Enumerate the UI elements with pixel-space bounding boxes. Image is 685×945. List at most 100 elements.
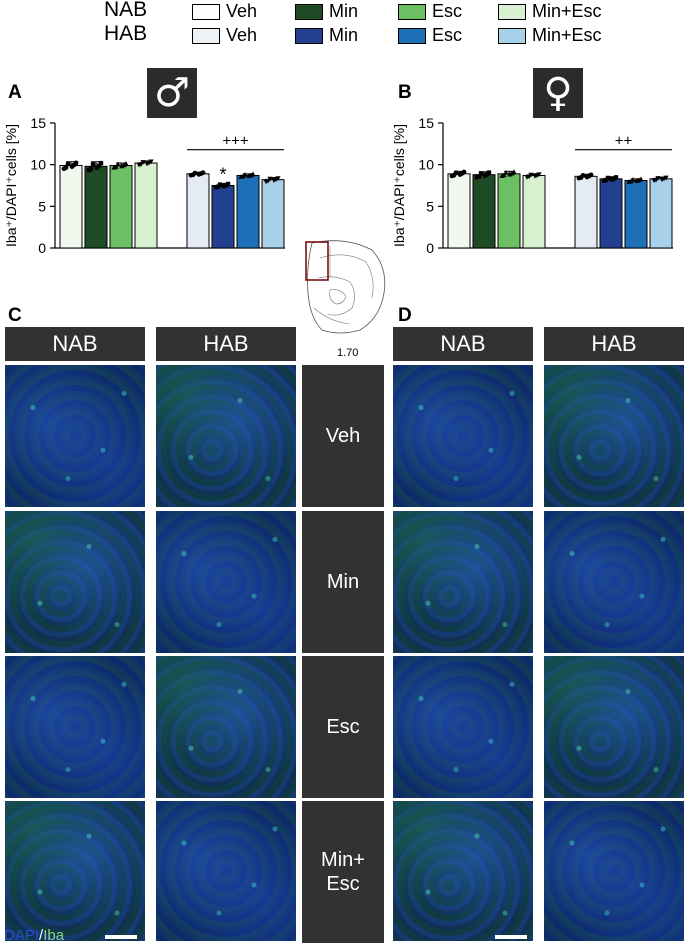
chart-panel-b: 0 5 10 15 Iba⁺/DAPI⁺cells [%] ++ [391, 115, 673, 256]
micrograph-c-nab-min-esc [5, 801, 145, 941]
data-point [653, 177, 659, 183]
legend-label: Min [329, 25, 359, 45]
micrograph-d-hab-esc [544, 656, 684, 798]
legend-label: Min+Esc [532, 1, 602, 21]
bar-nab-veh [59, 165, 83, 249]
legend-swatch [295, 28, 323, 44]
panel-letter-c: C [8, 305, 22, 326]
legend-label: Min+Esc [532, 25, 602, 45]
stain-label: DAPI/Iba [4, 927, 64, 944]
y-tick-label: 0 [38, 240, 46, 256]
brain-atlas-diagram [305, 240, 386, 334]
micrograph-d-hab-min [544, 511, 684, 653]
data-point [115, 161, 121, 167]
female-symbol-icon: ♀ [533, 68, 583, 118]
data-point [273, 177, 279, 183]
micrograph-d-hab-min-esc [544, 801, 684, 941]
y-axis-label: Iba⁺/DAPI⁺cells [%] [3, 124, 19, 247]
legend-label: Veh [226, 1, 258, 21]
row-label-min: Min [302, 511, 384, 653]
data-point [90, 162, 96, 167]
data-point [586, 173, 592, 179]
data-point [628, 178, 634, 184]
bar-nab-min-esc [134, 162, 158, 249]
header-c-hab: HAB [156, 327, 296, 361]
y-tick-label: 15 [418, 115, 434, 131]
data-point [603, 177, 609, 183]
micrograph-d-nab-min [393, 511, 533, 653]
data-point [578, 175, 584, 180]
data-point [113, 164, 119, 169]
bar-hab-min-esc [261, 179, 285, 249]
data-point [478, 171, 484, 176]
legend-label: Min [329, 1, 359, 21]
micrograph-c-hab-min [156, 511, 296, 653]
data-point [265, 178, 271, 184]
y-tick-label: 5 [426, 198, 434, 214]
legend-swatch [498, 28, 526, 44]
data-point [636, 177, 642, 183]
legend-swatch [295, 4, 323, 20]
header-d-nab: NAB [393, 327, 533, 361]
data-point [98, 160, 104, 166]
data-point [71, 162, 77, 168]
bar-hab-veh [186, 173, 210, 249]
bar-nab-min [84, 165, 108, 249]
data-point [611, 176, 617, 181]
micrograph-c-hab-veh [156, 365, 296, 507]
stain-label-sep: / [39, 927, 44, 944]
significance-label: ++ [615, 133, 633, 150]
legend-group-nab-label: NAB [104, 0, 148, 21]
male-symbol-icon: ♂ [147, 68, 197, 118]
significance-label: +++ [222, 133, 249, 150]
legend-swatch [192, 4, 220, 20]
micrograph-c-nab-veh [5, 365, 145, 507]
scale-bar-d [495, 935, 527, 939]
bar-hab-veh [574, 175, 598, 249]
bar-nab-esc [497, 173, 521, 249]
y-tick-label: 5 [38, 198, 46, 214]
data-point [223, 183, 229, 188]
data-point [215, 184, 221, 189]
y-tick-label: 15 [30, 115, 46, 131]
micrograph-c-hab-min-esc [156, 801, 296, 941]
data-point [248, 172, 254, 178]
data-point [534, 173, 540, 179]
data-point [198, 171, 204, 176]
data-point [88, 166, 94, 172]
data-point [526, 174, 532, 180]
legend-swatch [498, 4, 526, 20]
data-point [509, 170, 515, 176]
data-point [190, 172, 196, 178]
bar-hab-esc [236, 175, 260, 249]
legend-label: Esc [432, 1, 463, 21]
data-point [501, 172, 507, 178]
data-point [96, 163, 102, 168]
legend-label: Esc [432, 25, 463, 45]
legend-group-hab-label: HAB [104, 22, 148, 45]
micrograph-d-hab-veh [544, 365, 684, 507]
data-point [121, 162, 127, 168]
bar-nab-esc [109, 165, 133, 249]
legend-label: Veh [226, 25, 258, 45]
bar-hab-esc [624, 180, 648, 249]
bar-hab-min [211, 185, 235, 249]
stain-label-iba: Iba [43, 927, 65, 944]
header-d-hab: HAB [544, 327, 684, 361]
micrograph-c-nab-esc [5, 656, 145, 798]
y-tick-label: 0 [426, 240, 434, 256]
data-point [503, 169, 509, 175]
data-point [459, 171, 465, 176]
data-point [63, 165, 69, 170]
row-label-veh: Veh [302, 365, 384, 507]
row-label-min-esc: Min+ Esc [302, 801, 384, 943]
bar-nab-min [472, 174, 496, 249]
data-point [240, 173, 246, 179]
chart-panel-a: 0 5 10 15 Iba⁺/DAPI⁺cells [%] +++ * [3, 115, 285, 256]
micrograph-d-nab-esc [393, 656, 533, 798]
bar-nab-veh [447, 173, 471, 249]
data-point [661, 176, 667, 182]
atlas-coordinate-label: 1.70 [337, 347, 359, 359]
micrograph-d-nab-min-esc [393, 801, 533, 941]
y-axis-label: Iba⁺/DAPI⁺cells [%] [391, 124, 407, 247]
